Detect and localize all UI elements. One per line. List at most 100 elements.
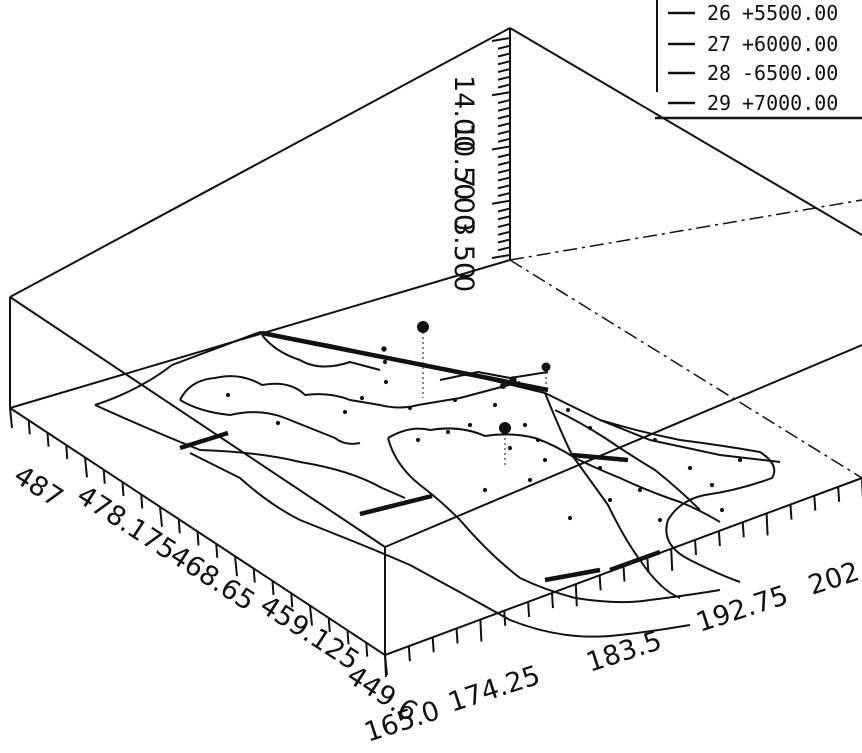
axis-tick bbox=[491, 254, 511, 259]
axis-tick bbox=[196, 531, 200, 546]
y-axis bbox=[384, 478, 862, 678]
data-point bbox=[467, 422, 473, 428]
axis-tick bbox=[290, 593, 294, 608]
data-point bbox=[452, 397, 458, 403]
z-tick-label: 14.00 bbox=[448, 75, 479, 152]
map-bold-segment bbox=[544, 567, 601, 583]
axis-tick bbox=[646, 557, 650, 573]
axis-tick bbox=[65, 444, 69, 460]
legend-value: +5500.00 bbox=[742, 1, 838, 25]
axis-tick bbox=[497, 68, 511, 73]
data-point bbox=[567, 515, 573, 521]
axis-tick bbox=[497, 207, 511, 213]
axis-tick bbox=[497, 230, 511, 236]
map-landmass-inner bbox=[179, 399, 361, 445]
z-tick-labels: 14.00 10.50 7.00 3.50 0 bbox=[448, 75, 479, 292]
axis-tick bbox=[365, 642, 369, 657]
axis-tick bbox=[159, 506, 163, 527]
axis-tick bbox=[497, 176, 511, 182]
axis-tick bbox=[407, 646, 411, 662]
legend: 26 +5500.00 27 +6000.00 28 -6500.00 29 +… bbox=[655, 0, 862, 120]
z-tick-label: 7.00 bbox=[448, 171, 479, 231]
axis-tick bbox=[503, 610, 507, 626]
legend-entry: 26 +5500.00 bbox=[668, 1, 838, 25]
map-bold-segment bbox=[609, 549, 661, 573]
axis-tick bbox=[622, 566, 626, 582]
x-axis bbox=[9, 407, 388, 676]
axis-tick bbox=[121, 482, 125, 497]
data-point bbox=[445, 429, 451, 435]
axis-tick bbox=[140, 494, 144, 509]
z-tick-label: 10.50 bbox=[448, 123, 479, 200]
z-tick-label: 3.50 bbox=[448, 219, 479, 279]
data-point bbox=[737, 457, 743, 463]
axis-tick bbox=[234, 556, 238, 577]
legend-value: +6000.00 bbox=[742, 32, 838, 56]
axis-tick bbox=[497, 161, 511, 166]
data-point bbox=[415, 437, 421, 443]
data-point bbox=[607, 497, 613, 503]
legend-entry: 29 +7000.00 bbox=[668, 91, 838, 115]
axis-tick bbox=[497, 192, 511, 197]
x-tick-label: 487 bbox=[8, 460, 68, 514]
z-tick-label: 0 bbox=[448, 275, 479, 292]
axis-tick bbox=[497, 60, 511, 66]
legend-index: 29 bbox=[707, 91, 731, 115]
box-edge bbox=[9, 296, 386, 548]
data-point bbox=[342, 409, 348, 415]
data-point bbox=[359, 395, 365, 401]
data-point bbox=[225, 392, 231, 398]
map-bold-segment bbox=[261, 330, 549, 393]
axis-tick bbox=[497, 168, 511, 174]
axis-tick bbox=[497, 238, 511, 244]
map-strip-lower bbox=[94, 364, 173, 406]
map-landmass-east bbox=[387, 427, 721, 523]
legend-entry: 28 -6500.00 bbox=[668, 61, 838, 85]
axis-tick bbox=[670, 548, 674, 571]
axis-tick bbox=[598, 575, 602, 591]
data-point bbox=[527, 477, 533, 483]
axis-tick bbox=[574, 584, 578, 607]
x-tick-labels: 487 478.175 468.65 459.125 449.6 bbox=[8, 460, 423, 728]
axis-tick bbox=[497, 106, 511, 112]
axis-tick bbox=[271, 580, 275, 595]
data-point bbox=[535, 437, 541, 443]
axis-tick bbox=[497, 215, 511, 221]
data-point bbox=[509, 376, 517, 384]
axis-tick bbox=[497, 246, 511, 252]
axis-tick bbox=[550, 592, 554, 609]
axis-tick bbox=[346, 630, 350, 645]
axis-tick bbox=[497, 153, 511, 159]
data-point bbox=[587, 425, 593, 431]
axis-tick bbox=[497, 114, 511, 120]
axis-tick bbox=[497, 223, 511, 228]
axis-tick bbox=[9, 407, 13, 429]
legend-entry: 27 +6000.00 bbox=[668, 32, 838, 56]
axis-tick bbox=[789, 504, 793, 520]
map-track bbox=[439, 371, 549, 381]
axis-tick bbox=[177, 519, 181, 534]
axis-tick bbox=[84, 457, 88, 478]
map-bold-segment bbox=[359, 493, 433, 517]
map-east-outline bbox=[599, 419, 776, 583]
map-landmass-west bbox=[179, 375, 419, 409]
legend-index: 28 bbox=[707, 61, 731, 85]
data-point bbox=[407, 405, 413, 411]
data-point bbox=[597, 465, 603, 471]
map-strip-bottom bbox=[189, 452, 691, 638]
y-tick-label: 183.5 bbox=[583, 625, 666, 678]
box-edge bbox=[384, 344, 862, 548]
y-tick-labels: 165.0 174.25 183.5 192.75 202 bbox=[361, 556, 862, 748]
axis-tick bbox=[497, 44, 511, 50]
axis-tick bbox=[27, 420, 31, 435]
z-axis bbox=[491, 37, 511, 259]
map-strip-upper bbox=[94, 404, 406, 499]
data-point bbox=[565, 407, 571, 413]
axis-tick bbox=[215, 543, 219, 558]
box-edge-dashdot bbox=[509, 199, 862, 261]
axis-tick bbox=[431, 637, 435, 653]
data-point bbox=[382, 359, 388, 365]
data-point bbox=[383, 379, 389, 385]
data-point bbox=[507, 445, 513, 451]
